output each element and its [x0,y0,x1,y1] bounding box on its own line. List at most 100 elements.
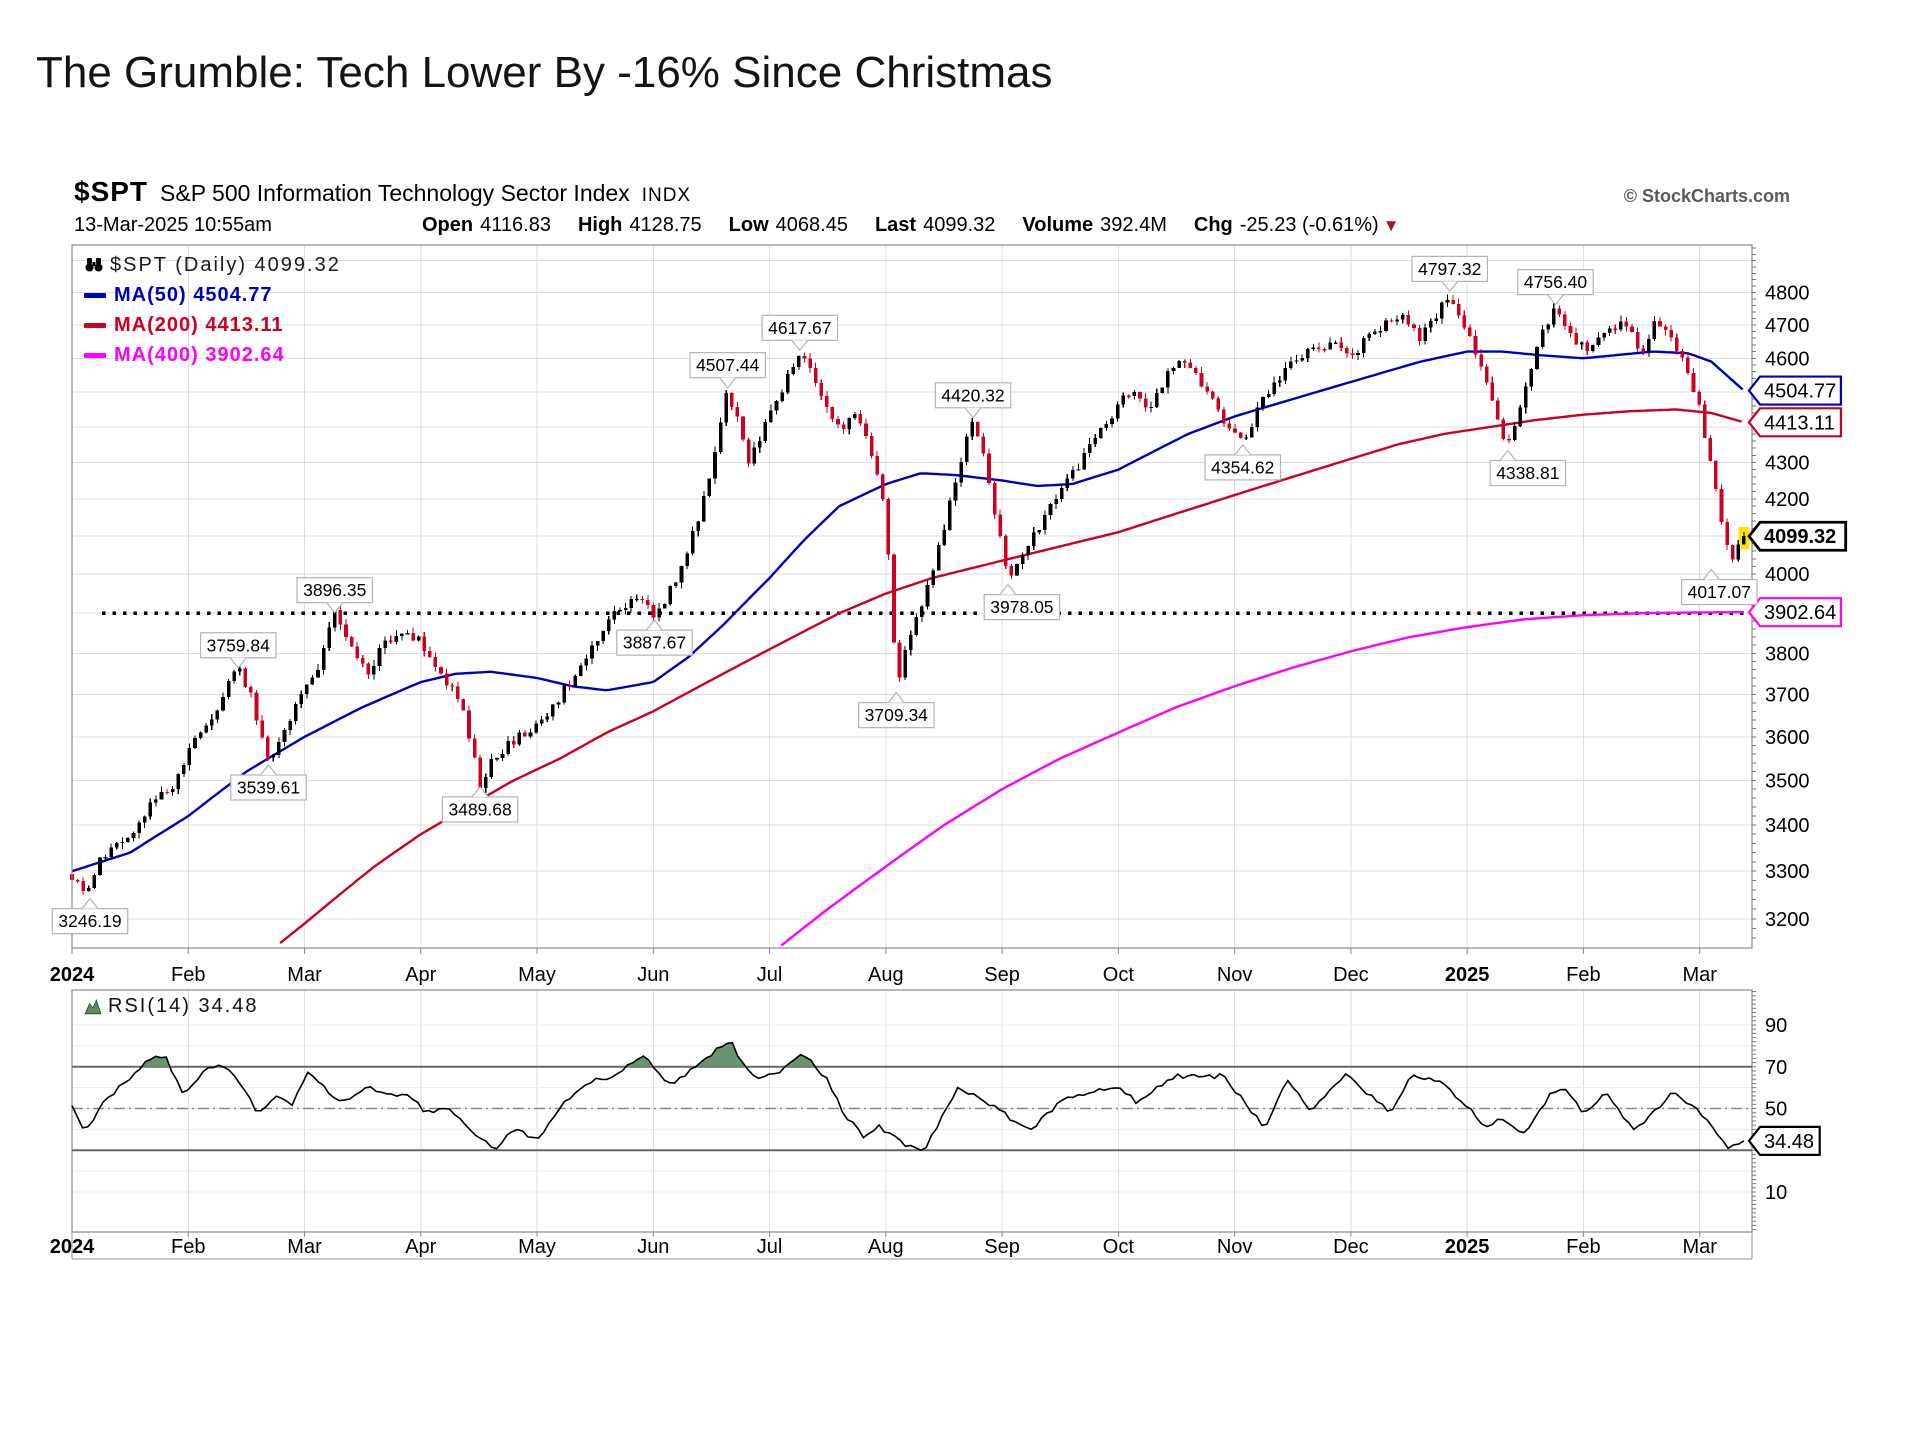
axis-tag: 4413.11 [1747,407,1842,438]
stockcharts-copyright: © StockCharts.com [1623,186,1790,206]
svg-text:May: May [518,964,556,986]
exchange-label: INDX [641,185,692,206]
svg-text:4354.62: 4354.62 [1211,457,1274,477]
svg-text:3896.35: 3896.35 [303,580,366,600]
chart-legend: $SPT (Daily) 4099.32 MA(50) 4504.77 MA(2… [84,250,341,370]
svg-text:Aug: Aug [868,964,904,986]
svg-text:4507.44: 4507.44 [696,355,760,375]
svg-text:Aug: Aug [868,1236,904,1258]
svg-text:Mar: Mar [1682,1236,1717,1258]
svg-text:4413.11: 4413.11 [1764,412,1835,434]
chg-label: Chg [1193,214,1233,236]
quote-row: 13-Mar-2025 10:55am Open 4116.83 High 41… [74,214,1834,237]
ma200-line [279,408,1742,945]
chg-down-arrow-icon: ▼ [1382,216,1400,235]
price-annotation: 4507.44 [689,352,767,389]
ticker-symbol: $SPT [74,176,149,207]
svg-text:May: May [518,1236,556,1258]
volume-label: Volume [1022,214,1094,236]
ma400-line [780,611,1744,947]
svg-text:Dec: Dec [1333,964,1369,986]
svg-text:Apr: Apr [405,1236,436,1258]
low-label: Low [728,214,769,236]
svg-text:Mar: Mar [1682,964,1717,986]
svg-text:Feb: Feb [171,1236,205,1258]
price-annotation: 3539.61 [230,764,307,801]
svg-text:Feb: Feb [1566,964,1600,986]
price-annotation: 4338.81 [1489,449,1567,487]
svg-text:50: 50 [1765,1099,1787,1121]
legend-ma400: MA(400) 3902.64 [84,340,341,370]
rsi-panel: 90 70 50 10 [71,991,1787,1231]
price-annotation: 3887.67 [616,619,693,656]
legend-ma200: MA(200) 4413.11 [84,310,341,340]
legend-ma50: MA(50) 4504.77 [84,280,341,310]
svg-text:3887.67: 3887.67 [623,633,686,653]
svg-text:3200: 3200 [1765,909,1810,931]
rsi-legend: RSI(14) 34.48 [84,995,259,1018]
price-annotation: 4420.32 [934,382,1012,419]
price-annotation: 3759.84 [199,632,277,669]
axis-tag: 3902.64 [1747,597,1842,628]
legend-ma400-label: MA(400) 3902.64 [114,344,285,366]
ma50-line [71,350,1744,873]
svg-text:10: 10 [1765,1182,1787,1204]
svg-text:4099.32: 4099.32 [1764,526,1836,548]
svg-text:70: 70 [1765,1057,1787,1079]
svg-text:Sep: Sep [984,1236,1020,1258]
binoculars-icon [85,258,103,272]
svg-text:3902.64: 3902.64 [1764,602,1836,624]
rsi-legend-label: RSI(14) 34.48 [108,995,259,1017]
svg-text:3978.05: 3978.05 [990,597,1053,617]
svg-text:3300: 3300 [1765,861,1810,883]
svg-text:4700: 4700 [1765,315,1810,337]
chg-value: -25.23 (-0.61%) [1239,214,1379,236]
svg-text:2024: 2024 [50,964,95,986]
svg-text:Mar: Mar [287,1236,322,1258]
svg-text:4600: 4600 [1765,348,1810,370]
svg-text:34.48: 34.48 [1764,1131,1814,1153]
high-value: 4128.75 [629,214,702,236]
svg-text:4617.67: 4617.67 [768,318,831,338]
price-annotation: 3709.34 [858,691,935,729]
volume-value: 392.4M [1100,214,1167,236]
price-axis: 4800 4700 4600 4300 4200 4000 3800 3700 3600 3500… [1752,247,1810,939]
price-annotation: 3246.19 [51,897,129,935]
last-label: Last [874,214,917,236]
price-annotation: 4797.32 [1411,255,1489,293]
svg-text:3539.61: 3539.61 [237,777,300,797]
svg-text:Jun: Jun [637,1236,669,1258]
svg-text:Jul: Jul [757,1236,783,1258]
page-title: The Grumble: Tech Lower By -16% Since Ch… [36,48,1053,97]
quote-datetime: 13-Mar-2025 10:55am [74,214,272,236]
price-annotations: 3246.19 3759.84 3539.61 3896.35 3489.68 3887.… [51,255,1758,935]
svg-text:Dec: Dec [1333,1236,1369,1258]
svg-text:4504.77: 4504.77 [1764,381,1836,403]
price-annotation: 4617.67 [761,314,839,352]
svg-text:Oct: Oct [1103,1236,1135,1258]
price-annotation: 4756.40 [1517,269,1594,306]
candles [70,294,1750,895]
ma50-line-swatch [84,292,106,298]
index-name: S&P 500 Information Technology Sector In… [160,180,630,206]
svg-text:3500: 3500 [1765,770,1810,792]
svg-text:3800: 3800 [1765,643,1810,665]
high-label: High [577,214,623,236]
svg-text:4017.07: 4017.07 [1688,582,1751,602]
svg-text:Nov: Nov [1217,964,1253,986]
rsi-plot-frame [71,989,1753,1233]
last-value: 4099.32 [923,214,996,236]
rsi-overbought-fill [72,1042,1744,1067]
ma400-line-swatch [84,352,106,358]
legend-main: $SPT (Daily) 4099.32 [84,250,341,280]
svg-text:3400: 3400 [1765,815,1810,837]
svg-text:Feb: Feb [171,964,205,986]
legend-main-label: $SPT (Daily) 4099.32 [110,254,341,276]
svg-text:2025: 2025 [1445,964,1490,986]
svg-text:Feb: Feb [1566,1236,1600,1258]
rsi-line [71,1041,1745,1152]
svg-text:4797.32: 4797.32 [1418,259,1481,279]
price-annotation: 3896.35 [296,577,374,614]
